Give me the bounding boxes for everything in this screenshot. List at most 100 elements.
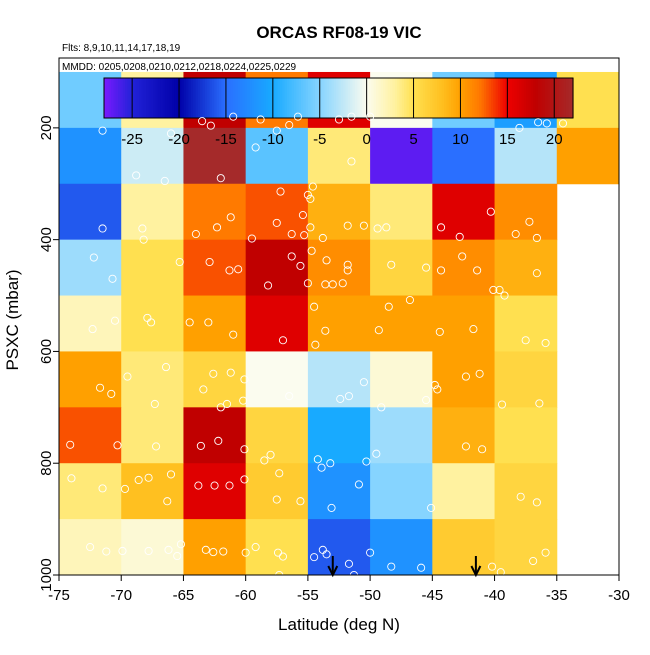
sample-marker [229,112,238,121]
colorbar-segment [549,78,553,118]
colorbar-segment [519,78,523,118]
heat-cell [370,519,433,576]
sample-marker [196,441,205,450]
heat-cell [121,407,184,464]
heat-cell [494,519,558,576]
sample-marker [102,547,111,556]
sample-marker [66,440,75,449]
heat-cell [494,463,558,520]
colorbar-segment [453,78,457,118]
sample-marker [322,550,331,559]
colorbar-segment [146,78,150,118]
colorbar-segment [132,78,136,118]
colorbar-segment [446,78,450,118]
sample-marker [343,266,352,275]
sample-marker [436,266,446,275]
colorbar-segment [141,78,145,118]
colorbar-segment [378,78,382,118]
colorbar-tick-label: -25 [121,131,143,148]
sample-marker [96,383,105,392]
colorbar-segment [462,78,466,118]
colorbar-segment [254,78,258,118]
colorbar-frame [103,77,574,119]
heat-cell [556,127,620,185]
y-tick-label: 1000 [38,558,55,591]
colorbar-segment [122,78,126,118]
colorbar-segment [261,78,265,118]
colorbar-segment [383,78,386,118]
colorbar-segment [472,78,476,118]
sample-marker [206,121,215,130]
colorbar-segment [394,78,398,118]
colorbar-segment [289,78,293,118]
colorbar-segment [319,78,323,118]
colorbar-segment [551,78,555,118]
heat-cell [370,407,433,464]
sample-marker [86,543,95,552]
colorbar-segment [263,78,267,118]
colorbar-segment [490,78,494,118]
sample-marker [113,441,122,450]
heat-cell [307,127,371,185]
y-tick-label: 800 [38,451,55,476]
sample-marker [347,112,356,121]
sample-marker [210,481,219,490]
x-tick-label: -65 [173,587,195,604]
sample-marker [343,260,352,269]
colorbar-segment [230,78,234,118]
colorbar-tick-label: 0 [362,131,370,148]
heat-cell [432,127,496,185]
colorbar-segment [376,78,379,118]
colorbar-segment [284,78,288,118]
colorbar-segment [279,78,283,118]
colorbar-segment [277,78,281,118]
colorbar-segment [286,78,290,118]
sample-marker [209,548,218,557]
sample-marker [473,266,482,275]
colorbar-segment [181,78,185,118]
colorbar-segment [479,78,483,118]
sample-marker [216,174,225,183]
colorbar-segment [568,78,572,118]
colorbar-segment [523,78,527,118]
sample-marker [222,399,232,409]
colorbar-segment [136,78,140,118]
colorbar-segment [465,78,469,118]
colorbar-segment [296,78,300,118]
sample-marker [144,473,153,482]
sample-marker [435,327,444,336]
colorbar-segment [495,78,499,118]
colorbar-segment [249,78,253,118]
heat-cell [183,295,247,352]
sample-marker [366,112,375,121]
sample-marker [534,118,543,127]
colorbar-segment [308,78,311,118]
colorbar-segment [418,78,422,118]
sample-marker [287,252,296,261]
colorbar-segment [183,78,187,118]
colorbar-segment [148,78,152,118]
colorbar-segment [157,78,161,118]
colorbar-segment [380,78,384,118]
sample-marker [344,392,354,401]
sample-marker [542,119,551,128]
sample-marker [219,547,228,556]
sample-marker [164,545,173,554]
sample-marker [185,318,194,327]
heat-cell [183,463,247,520]
sample-marker [278,336,288,345]
colorbar-segment [186,78,190,118]
sample-marker [285,392,294,401]
heat-cell [59,183,122,241]
sample-marker [541,548,550,557]
colorbar-segment [291,78,295,118]
sample-marker [306,223,315,232]
colorbar-segment [488,78,492,118]
colorbar-segment [493,78,497,118]
colorbar-segment [240,78,243,118]
sample-marker [303,279,312,288]
colorbar-segment [336,78,340,118]
heat-cell [59,407,122,464]
x-tick-label: -45 [421,587,443,604]
sample-marker [328,280,337,289]
